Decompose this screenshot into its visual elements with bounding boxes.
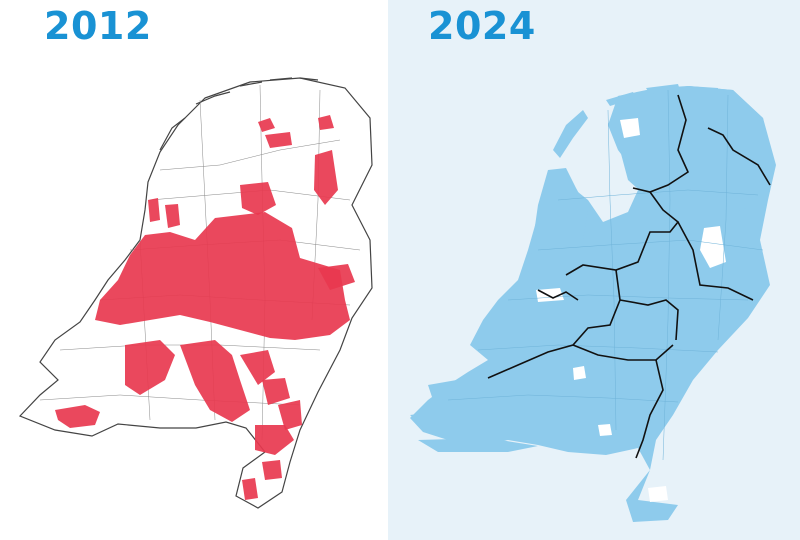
netherlands-fill-2024 [410,84,776,522]
highlighted-municipalities-2012 [55,115,355,500]
north-provinces-2024 [613,86,773,215]
year-title-2012: 2012 [44,4,152,48]
white-areas-2024 [536,118,726,502]
map-2024 [410,84,776,522]
year-title-2024: 2024 [428,4,536,48]
municipality-borders-2024 [447,89,764,461]
panel-2012: 2012 [0,0,388,540]
noord-holland-2024 [528,168,588,285]
map-2012 [18,77,373,509]
wadden-islands-2024 [553,84,718,158]
wadden-islands-2012 [159,77,319,151]
panel-2024: 2024 [388,0,800,540]
zeeland-islands-2024 [410,378,538,452]
region-borders-2024 [487,94,771,459]
